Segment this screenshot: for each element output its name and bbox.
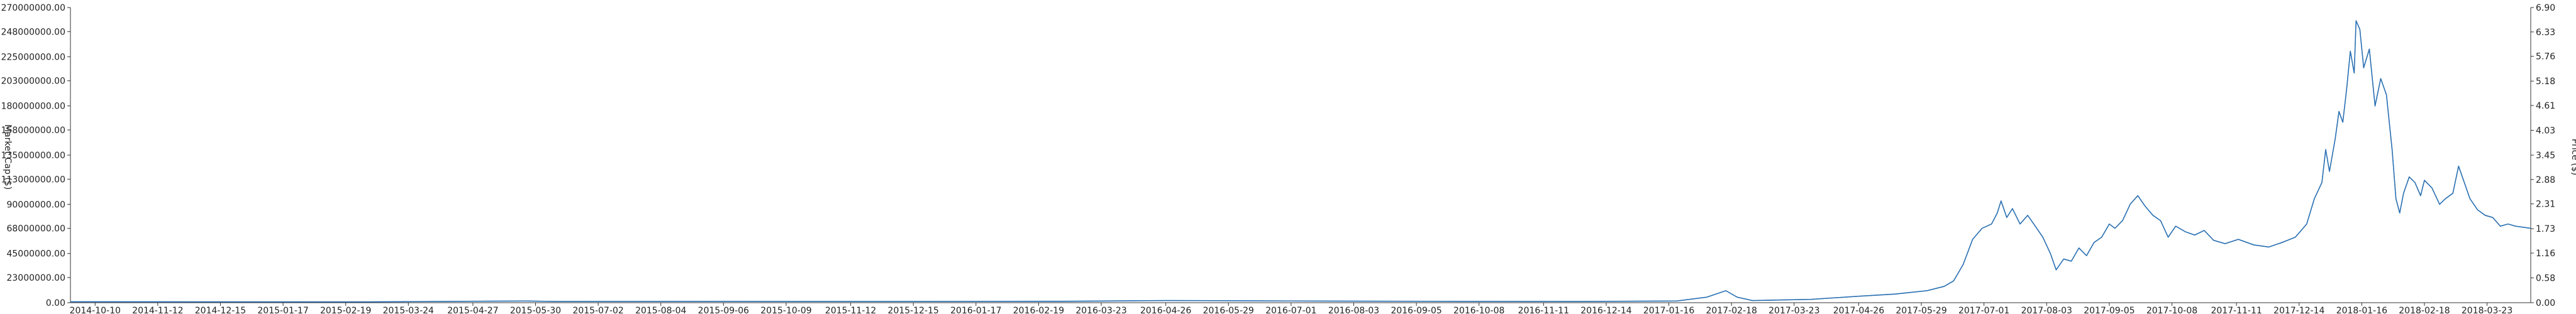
right-axis-tick-label: 0.58 xyxy=(2536,273,2555,283)
x-axis-tick-label: 2017-04-26 xyxy=(1833,306,1884,314)
x-axis-tick-label: 2016-02-19 xyxy=(1013,306,1064,314)
right-axis-tick-label: 1.16 xyxy=(2536,249,2555,259)
x-axis-tick-label: 2014-10-10 xyxy=(70,306,121,314)
right-axis-tick-label: 2.88 xyxy=(2536,175,2555,185)
x-axis-tick-label: 2016-09-05 xyxy=(1391,306,1441,314)
x-axis-tick-label: 2017-07-01 xyxy=(1958,306,2009,314)
right-axis-tick-label: 4.03 xyxy=(2536,126,2555,136)
x-axis-tick-label: 2016-10-08 xyxy=(1453,306,1504,314)
x-axis-tick-label: 2015-02-19 xyxy=(320,306,371,314)
x-axis-tick-label: 2016-03-23 xyxy=(1075,306,1126,314)
x-axis-tick-label: 2017-08-03 xyxy=(2021,306,2072,314)
right-axis-tick-label: 6.90 xyxy=(2536,3,2555,13)
x-axis-tick-label: 2015-05-30 xyxy=(510,306,561,314)
x-axis-tick-label: 2017-05-29 xyxy=(1896,306,1946,314)
left-axis-tick-label: 203000000.00 xyxy=(1,77,65,87)
x-axis-tick-label: 2017-09-05 xyxy=(2084,306,2135,314)
x-axis-tick-label: 2014-12-15 xyxy=(195,306,246,314)
x-axis-tick-label: 2018-02-18 xyxy=(2399,306,2450,314)
left-axis-tick-label: 68000000.00 xyxy=(6,224,65,234)
x-axis-tick-label: 2018-01-16 xyxy=(2336,306,2387,314)
left-axis-tick-label: 23000000.00 xyxy=(6,273,65,283)
x-axis-tick-label: 2017-03-23 xyxy=(1768,306,1819,314)
x-axis-tick-label: 2017-10-08 xyxy=(2146,306,2197,314)
x-axis-tick-label: 2017-11-11 xyxy=(2211,306,2262,314)
right-axis-tick-label: 5.76 xyxy=(2536,52,2555,62)
price-series-line xyxy=(70,20,2531,303)
left-axis-tick-label: 113000000.00 xyxy=(1,175,65,185)
right-axis-tick-label: 6.33 xyxy=(2536,28,2555,38)
x-axis-tick-label: 2015-11-12 xyxy=(825,306,876,314)
x-axis-tick-label: 2016-11-11 xyxy=(1518,306,1569,314)
x-axis-tick-label: 2017-01-16 xyxy=(1643,306,1694,314)
left-axis-tick-label: 270000000.00 xyxy=(1,3,65,13)
right-axis-tick-label: 0.00 xyxy=(2536,298,2555,308)
left-axis-tick-label: 90000000.00 xyxy=(6,200,65,210)
x-axis-tick-label: 2017-12-14 xyxy=(2273,306,2324,314)
left-axis-tick-label: 180000000.00 xyxy=(1,102,65,112)
x-axis-tick-label: 2015-10-09 xyxy=(760,306,811,314)
x-axis-tick-label: 2018-03-23 xyxy=(2462,306,2512,314)
left-axis-tick-label: 45000000.00 xyxy=(6,249,65,259)
right-axis-tick-label: 1.73 xyxy=(2536,224,2555,234)
x-axis-tick-label: 2015-04-27 xyxy=(447,306,498,314)
left-axis-tick-label: 0.00 xyxy=(46,298,65,308)
right-axis-title: Price ($) xyxy=(2570,139,2576,175)
x-axis-tick-label: 2017-02-18 xyxy=(1706,306,1757,314)
x-axis-tick-label: 2015-07-02 xyxy=(572,306,623,314)
market-cap-series-line xyxy=(70,20,2531,303)
x-axis-tick-label: 2014-11-12 xyxy=(132,306,183,314)
x-axis-tick-label: 2016-05-29 xyxy=(1203,306,1254,314)
x-axis-tick-label: 2016-12-14 xyxy=(1580,306,1631,314)
x-axis-tick-label: 2016-08-03 xyxy=(1328,306,1379,314)
left-axis-tick-label: 135000000.00 xyxy=(1,151,65,161)
x-axis-tick-label: 2015-09-06 xyxy=(698,306,749,314)
x-axis-tick-label: 2016-07-01 xyxy=(1265,306,1316,314)
left-axis-tick-label: 248000000.00 xyxy=(1,27,65,37)
right-axis-tick-label: 4.61 xyxy=(2536,101,2555,111)
left-axis-title: Market Cap ($) xyxy=(3,124,13,190)
x-axis-tick-label: 2016-04-26 xyxy=(1140,306,1191,314)
right-axis-tick-label: 5.18 xyxy=(2536,77,2555,87)
x-axis-tick-label: 2016-01-17 xyxy=(950,306,1001,314)
left-axis-tick-label: 225000000.00 xyxy=(1,52,65,62)
x-axis-tick-label: 2015-08-04 xyxy=(635,306,686,314)
right-axis-tick-label: 2.31 xyxy=(2536,200,2555,210)
x-axis-tick-label: 2015-12-15 xyxy=(888,306,939,314)
x-axis-tick-label: 2015-01-17 xyxy=(257,306,308,314)
x-axis-tick-label: 2015-03-24 xyxy=(383,306,434,314)
right-axis-tick-label: 3.45 xyxy=(2536,151,2555,161)
left-axis-tick-label: 158000000.00 xyxy=(1,126,65,136)
